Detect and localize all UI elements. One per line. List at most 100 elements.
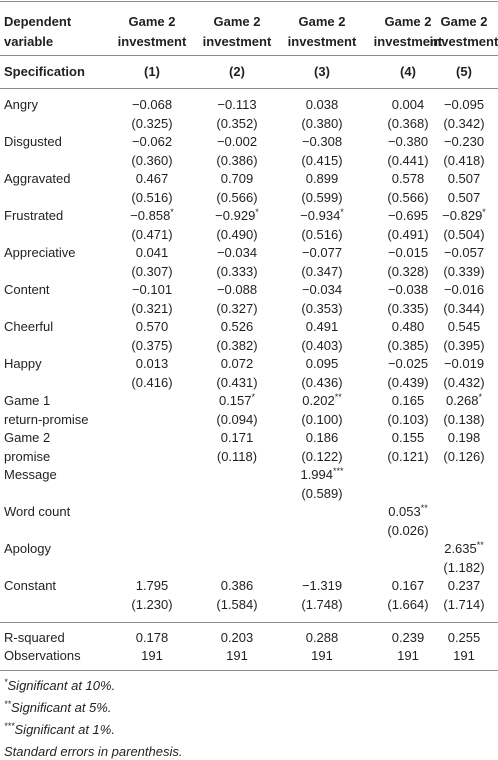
- footnote: ***Significant at 1%.: [4, 722, 115, 738]
- specification: (4): [400, 64, 416, 79]
- coefficient-cell: 1.795: [107, 578, 197, 594]
- footnote-text: Significant at 5%.: [11, 700, 112, 715]
- coefficient: −0.019: [443, 356, 485, 371]
- row-label: Aggravated: [4, 171, 71, 186]
- standard-error: (0.416): [131, 375, 173, 390]
- significance-stars: *: [340, 207, 344, 217]
- standard-error: (0.386): [216, 153, 258, 168]
- coefficient-cell: −0.829*: [419, 208, 498, 224]
- coefficient-cell: −0.695: [363, 208, 453, 224]
- coefficient: 0.095: [305, 356, 339, 371]
- footnote-mark: *: [4, 677, 8, 687]
- coefficient: −0.038: [387, 282, 429, 297]
- standard-error: (0.026): [387, 523, 429, 538]
- standard-error: (0.339): [443, 264, 485, 279]
- significance-stars: *: [251, 392, 256, 402]
- coefficient: 0.268: [445, 393, 479, 408]
- standard-error: (0.516): [131, 190, 173, 205]
- coefficient: −0.068: [131, 97, 173, 112]
- stat-value: 191: [226, 648, 248, 663]
- row-label: Cheerful: [4, 319, 54, 334]
- standard-error: (0.589): [301, 486, 343, 501]
- standard-error: (0.418): [443, 153, 485, 168]
- standard-error: (0.436): [301, 375, 343, 390]
- coefficient: 2.635: [444, 541, 477, 556]
- significance-stars: **: [420, 503, 428, 513]
- coefficient: −0.088: [216, 282, 258, 297]
- coefficient-cell: −0.034: [192, 245, 282, 261]
- stat-value: 0.203: [220, 630, 254, 645]
- coefficient: −0.034: [216, 245, 258, 260]
- coefficient: 0.198: [447, 430, 481, 445]
- coefficient: 0.013: [135, 356, 169, 371]
- specification: (1): [144, 64, 160, 79]
- standard-error: (0.566): [387, 190, 429, 205]
- coefficient: 0.526: [220, 319, 254, 334]
- footnote-mark: ***: [4, 721, 15, 731]
- standard-error: (0.307): [131, 264, 173, 279]
- specification-label: Specification: [4, 64, 85, 79]
- column-header: Game 2: [440, 14, 488, 29]
- standard-error: (0.344): [443, 301, 485, 316]
- footnote: Standard errors in parenthesis.: [4, 744, 182, 760]
- coefficient-cell: 0.545: [419, 319, 498, 335]
- coefficient: −0.695: [387, 208, 429, 223]
- coefficient-cell: −0.002: [192, 134, 282, 150]
- column-header: Game 2: [384, 14, 432, 29]
- rule: [0, 55, 498, 56]
- standard-error: (1.664): [387, 597, 429, 612]
- column-header: investment: [287, 34, 357, 49]
- significance-stars: **: [476, 540, 484, 550]
- coefficient: −0.934: [300, 208, 341, 223]
- stat-value: 0.178: [135, 630, 169, 645]
- coefficient: −0.929: [215, 208, 256, 223]
- row-label: Appreciative: [4, 245, 76, 260]
- coefficient: −0.062: [131, 134, 173, 149]
- coefficient-cell: 0.186: [277, 430, 367, 446]
- rule: [0, 622, 498, 623]
- coefficient-cell: −0.095: [419, 97, 498, 113]
- coefficient: −0.034: [301, 282, 343, 297]
- stat-label: Observations: [4, 648, 81, 663]
- standard-error: (0.439): [387, 375, 429, 390]
- coefficient: 0.053: [388, 504, 421, 519]
- coefficient: 0.545: [447, 319, 481, 334]
- specification: (2): [229, 64, 245, 79]
- column-header: investment: [117, 34, 187, 49]
- standard-error: (0.103): [387, 412, 429, 427]
- standard-error: (0.599): [301, 190, 343, 205]
- coefficient: −0.002: [216, 134, 258, 149]
- coefficient-cell: −0.057: [419, 245, 498, 261]
- coefficient-cell: 0.198: [419, 430, 498, 446]
- rule: [0, 670, 498, 671]
- rule: [0, 88, 498, 89]
- coefficient-cell: −0.934*: [277, 208, 367, 224]
- coefficient-cell: 0.526: [192, 319, 282, 335]
- header-label: Dependent: [4, 14, 72, 29]
- coefficient-cell: 0.899: [277, 171, 367, 187]
- significance-stars: **: [334, 392, 342, 402]
- coefficient-cell: 0.491: [277, 319, 367, 335]
- standard-error: (0.382): [216, 338, 258, 353]
- coefficient: 0.570: [135, 319, 169, 334]
- coefficient-cell: 0.155: [363, 430, 453, 446]
- standard-error: (0.432): [443, 375, 485, 390]
- coefficient: 0.167: [391, 578, 425, 593]
- standard-error: (0.122): [301, 449, 343, 464]
- coefficient: 0.491: [305, 319, 339, 334]
- coefficient-cell: 0.167: [363, 578, 453, 594]
- standard-error: (0.335): [387, 301, 429, 316]
- significance-stars: *: [478, 392, 483, 402]
- standard-error: (0.094): [216, 412, 258, 427]
- coefficient: 0.072: [220, 356, 254, 371]
- stat-value: 191: [397, 648, 419, 663]
- coefficient-cell: 0.013: [107, 356, 197, 372]
- significance-stars: *: [170, 207, 174, 217]
- specification: (5): [456, 64, 472, 79]
- standard-error: (0.431): [216, 375, 258, 390]
- coefficient: −0.858: [130, 208, 171, 223]
- column-header: Game 2: [298, 14, 346, 29]
- rule: [0, 1, 498, 2]
- stat-value: 0.255: [447, 630, 481, 645]
